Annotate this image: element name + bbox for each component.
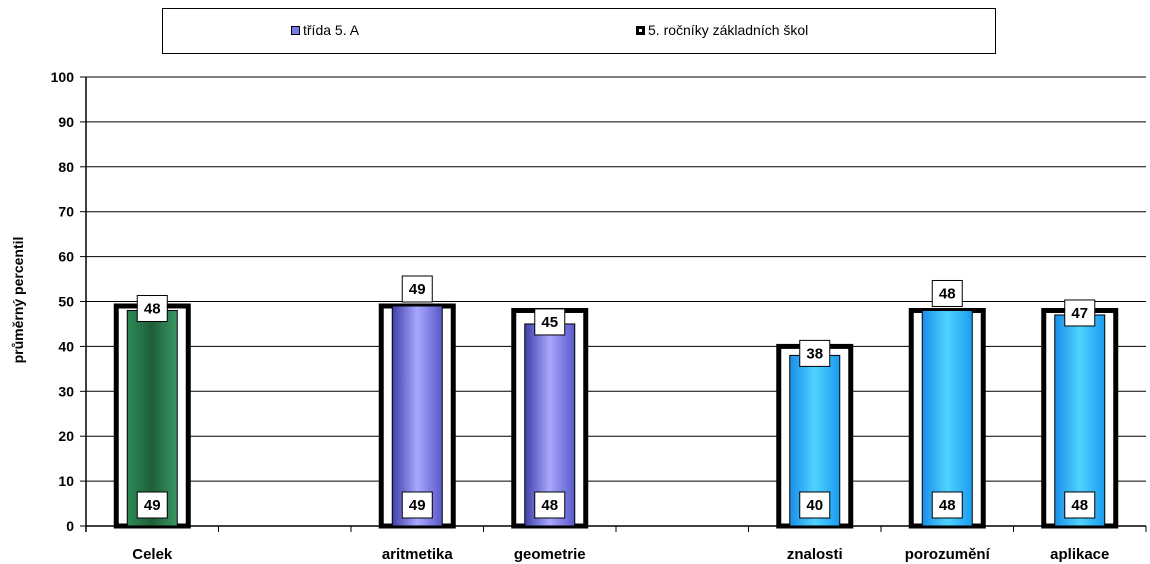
value-label-class: 49 <box>409 281 426 298</box>
y-tick-label: 30 <box>58 383 74 399</box>
value-box-class <box>136 294 168 322</box>
y-tick-label: 0 <box>66 518 74 534</box>
value-label-class: 48 <box>144 300 161 317</box>
y-tick-label: 90 <box>58 114 74 130</box>
value-label-national: 48 <box>1071 497 1088 514</box>
value-box-class <box>799 339 831 367</box>
value-label-national: 49 <box>409 497 426 514</box>
legend-label-class: třída 5. A <box>303 22 360 38</box>
value-label-national: 48 <box>541 497 558 514</box>
bar-class <box>921 309 973 527</box>
bar-class <box>126 309 178 527</box>
value-label-class: 38 <box>806 345 823 362</box>
value-box-national <box>401 491 433 519</box>
value-label-national: 49 <box>144 497 161 514</box>
value-box-national <box>931 491 963 519</box>
y-tick-label: 50 <box>58 294 74 310</box>
bar-class <box>391 305 443 527</box>
value-label-class: 47 <box>1071 305 1088 322</box>
y-tick-label: 70 <box>58 204 74 220</box>
value-box-class <box>534 308 566 336</box>
legend-item-class: třída 5. A <box>291 22 359 38</box>
value-label-class: 45 <box>541 314 558 331</box>
value-box-class <box>401 275 433 303</box>
value-box-class <box>1064 299 1096 327</box>
x-category-label: aplikace <box>1050 546 1109 563</box>
legend-label-national: 5. ročníky základních škol <box>648 22 809 38</box>
value-box-class <box>931 279 963 307</box>
value-box-national <box>1064 491 1096 519</box>
value-label-national: 40 <box>806 497 823 514</box>
y-tick-label: 10 <box>58 473 74 489</box>
y-tick-label: 40 <box>58 338 74 354</box>
legend: třída 5. A 5. ročníky základních škol <box>162 8 996 54</box>
legend-item-national: 5. ročníky základních škol <box>636 22 808 38</box>
x-category-label: porozumění <box>905 546 991 563</box>
legend-swatch-national <box>636 25 645 35</box>
y-tick-label: 60 <box>58 249 74 265</box>
value-label-class: 48 <box>939 285 956 302</box>
x-category-label: Celek <box>132 546 173 563</box>
y-tick-label: 80 <box>58 159 74 175</box>
y-tick-label: 100 <box>51 69 75 85</box>
x-category-label: znalosti <box>787 546 843 563</box>
value-box-national <box>534 491 566 519</box>
x-category-label: geometrie <box>514 546 586 563</box>
x-category-label: aritmetika <box>382 546 454 563</box>
value-label-national: 48 <box>939 497 956 514</box>
y-tick-label: 20 <box>58 428 74 444</box>
value-box-national <box>799 491 831 519</box>
value-box-national <box>136 491 168 519</box>
legend-swatch-class <box>291 25 300 35</box>
